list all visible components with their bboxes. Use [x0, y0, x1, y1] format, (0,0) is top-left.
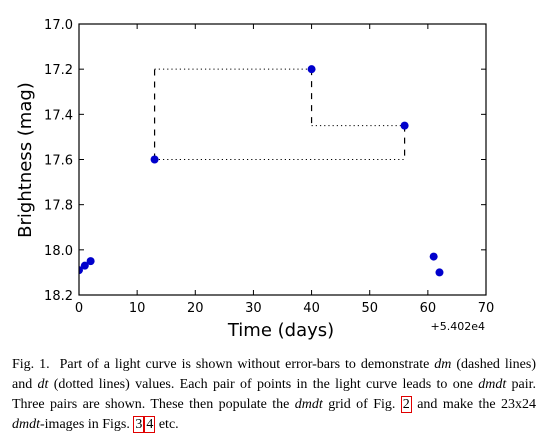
caption-label: Fig. 1.	[12, 357, 50, 372]
plot-layer: 0 10 20 30 40 50 60 70 17.0 17.2 17.4 17.6 17.8 18.0 1…	[44, 18, 494, 316]
x-tick-label-1: 10	[129, 301, 146, 316]
data-points-group	[79, 65, 444, 277]
x-tick-label-6: 60	[420, 301, 437, 316]
x-tick-label-2: 20	[187, 301, 204, 316]
caption-text-2: (dashed lines) and	[12, 357, 536, 392]
x-axis-offset: +5.402e4	[431, 320, 485, 333]
data-point-1	[80, 261, 89, 270]
caption-dm: dm	[434, 357, 452, 372]
caption-text-3: (dotted lines) values. Each pair of poin…	[53, 377, 473, 392]
x-tick-label-5: 50	[361, 301, 378, 316]
light-curve-figure: 0 10 20 30 40 50 60 70 17.0 17.2 17.4 17.6 17.8 18.0 1…	[15, 18, 494, 341]
y-tick-label-4: 17.8	[44, 199, 73, 214]
x-tick-label-4: 40	[303, 301, 320, 316]
fig2-reference-link[interactable]: 2	[400, 396, 412, 413]
data-point-5	[400, 121, 409, 130]
caption-text-6: and make the 23x24	[417, 397, 537, 412]
data-point-6	[429, 252, 438, 261]
fig3-reference-link[interactable]: 3	[133, 416, 145, 433]
figure-caption: Fig. 1. Part of a light curve is shown w…	[12, 355, 536, 435]
y-tick-label-6: 18.2	[44, 289, 73, 304]
data-point-2	[86, 257, 95, 266]
y-tick-label-3: 17.6	[44, 154, 73, 169]
y-axis-label: Brightness (mag)	[15, 82, 36, 238]
caption-dt: dt	[37, 377, 49, 392]
x-tick-label-0: 0	[75, 301, 83, 316]
data-point-4	[307, 65, 316, 74]
caption-text-7: -images in Figs.	[40, 417, 130, 432]
fig4-reference-link[interactable]: 4	[144, 416, 156, 433]
data-point-7	[435, 268, 444, 277]
caption-dmdt-2: dmdt	[294, 397, 323, 412]
x-axis-label: Time (days)	[227, 320, 334, 341]
caption-text-4: pair. Three pairs are shown. These then …	[12, 377, 537, 412]
plot-frame	[78, 23, 487, 296]
x-tick-label-7: 70	[478, 301, 495, 316]
caption-text-8: etc.	[158, 417, 179, 432]
y-tick-label-1: 17.2	[44, 63, 73, 78]
y-tick-label-0: 17.0	[44, 18, 73, 33]
y-tick-label-2: 17.4	[44, 108, 73, 123]
y-tick-label-5: 18.0	[44, 244, 73, 259]
caption-text-5: grid of Fig.	[328, 397, 396, 412]
data-point-3	[150, 155, 159, 164]
caption-text-1: Part of a light curve is shown without e…	[59, 357, 430, 372]
x-tick-label-3: 30	[245, 301, 262, 316]
caption-dmdt-3: dmdt	[12, 417, 40, 432]
caption-dmdt-1: dmdt	[478, 377, 507, 392]
